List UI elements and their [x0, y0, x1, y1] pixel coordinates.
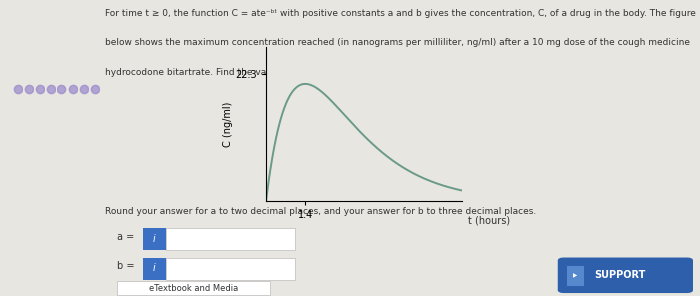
FancyBboxPatch shape	[566, 266, 584, 286]
FancyBboxPatch shape	[166, 258, 295, 280]
FancyBboxPatch shape	[558, 258, 693, 293]
Text: For time t ≥ 0, the function C = ate⁻ᵇᵗ with positive constants a and b gives th: For time t ≥ 0, the function C = ate⁻ᵇᵗ …	[105, 9, 696, 18]
Text: i: i	[153, 234, 156, 244]
Text: below shows the maximum concentration reached (in nanograms per milliliter, ng/m: below shows the maximum concentration re…	[105, 38, 690, 47]
Y-axis label: C (ng/ml): C (ng/ml)	[223, 102, 232, 147]
Text: i: i	[153, 263, 156, 274]
FancyBboxPatch shape	[166, 228, 295, 250]
Text: eTextbook and Media: eTextbook and Media	[148, 284, 238, 293]
FancyBboxPatch shape	[117, 281, 270, 295]
FancyBboxPatch shape	[144, 258, 166, 280]
Text: SUPPORT: SUPPORT	[594, 270, 645, 280]
FancyBboxPatch shape	[144, 228, 166, 250]
Text: ▶: ▶	[573, 273, 578, 278]
Text: Round your answer for a to two decimal places, and your answer for b to three de: Round your answer for a to two decimal p…	[105, 207, 536, 216]
Text: hydrocodone bitartrate. Find the values of a and b.: hydrocodone bitartrate. Find the values …	[105, 68, 336, 77]
Text: b =: b =	[117, 261, 134, 271]
Text: a =: a =	[117, 232, 134, 242]
Text: t (hours): t (hours)	[468, 215, 510, 226]
